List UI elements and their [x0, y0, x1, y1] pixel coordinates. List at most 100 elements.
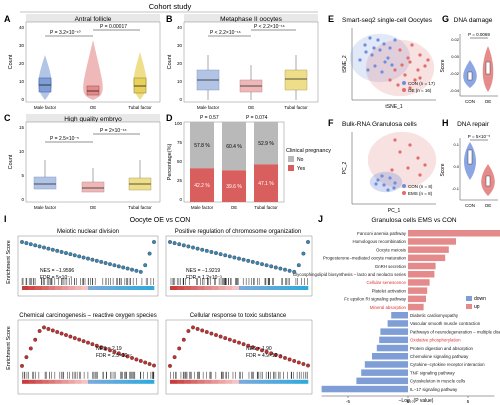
panel-g: G DNA damage Score -0.04 -0.02 0.00 0.02… — [440, 14, 498, 104]
gsea-2-gradient-16 — [280, 286, 287, 290]
j-label-3: Progesterone−mediated oocyte maturation — [323, 256, 407, 261]
gsea-4-point-20 — [214, 333, 218, 337]
d-label-no-1: 60.4 % — [226, 144, 242, 150]
h-tick-0: -0.1 — [452, 186, 460, 191]
gsea-4-point-16 — [205, 330, 209, 334]
e-point-oe-14 — [416, 68, 419, 71]
panel-a-ylabel: Count — [8, 54, 14, 69]
gsea-3-point-30 — [86, 341, 90, 345]
e-point-con-0 — [363, 43, 366, 46]
gsea-2-gradient-17 — [287, 286, 294, 290]
gsea-1-gradient-0 — [22, 286, 29, 290]
gsea-2-gradient-11 — [246, 286, 253, 290]
a-tick-2: 20 — [19, 61, 25, 66]
gsea-2-point-58 — [302, 252, 306, 256]
d-tick-2: 50 — [177, 159, 183, 164]
panel-g-ylabel: Score — [440, 59, 446, 72]
gsea-2-gradient-3 — [191, 286, 198, 290]
gsea-2-point-60 — [306, 240, 310, 244]
panel-j-xlabel: −Log₁₀(P value) — [399, 398, 434, 404]
panel-c-ylabel: Count — [8, 154, 14, 169]
f-point-con-5 — [386, 188, 389, 191]
gsea-4-point-22 — [219, 335, 223, 339]
gsea-2-gradient-12 — [253, 286, 260, 290]
j-label-16: Cytokine−cytokine receptor interaction — [410, 362, 485, 367]
gsea-4-point-52 — [288, 358, 292, 362]
gsea-2-point-52 — [288, 269, 292, 273]
a-cat-2: Tubal factor — [128, 105, 152, 110]
j-bar-7 — [408, 287, 427, 294]
gsea-4-point-26 — [228, 338, 232, 342]
gsea-1-point-40 — [108, 262, 112, 266]
j-legend-up: up — [474, 304, 480, 310]
f-point-ems-0 — [393, 138, 396, 141]
gsea-2-point-42 — [265, 263, 269, 267]
gsea-4-point-54 — [292, 359, 296, 363]
gsea-1-point-58 — [148, 252, 152, 256]
c-tick-2: 10 — [19, 149, 25, 154]
gsea-3-gradient-1 — [29, 380, 36, 384]
gsea-1-gradient-7 — [68, 286, 75, 290]
j-bar-10 — [391, 312, 408, 319]
panel-h-ylabel: Score — [440, 163, 446, 176]
gsea-1-gradient-14 — [114, 286, 121, 290]
e-point-con-15 — [382, 42, 385, 45]
a-pvalue-1: P = 3.2×10⁻¹⁰ — [50, 30, 81, 36]
gsea-1-point-6 — [33, 244, 37, 248]
a-cat-1: OE — [90, 105, 97, 110]
f-legend-con: CON (n = 8) — [408, 184, 433, 189]
a-tick-3: 30 — [19, 43, 25, 48]
j-bar-17 — [361, 369, 408, 376]
gsea-4-point-10 — [191, 326, 195, 330]
j-tick-0: -5 — [346, 399, 350, 404]
gsea-1-point-10 — [42, 246, 46, 250]
d-label-no-2: 52.9 % — [258, 141, 274, 147]
gsea-2-gradient-18 — [294, 286, 301, 290]
gsea-4-gradient-4 — [198, 380, 205, 384]
gsea-1-point-46 — [121, 266, 125, 270]
gsea-3-point-54 — [139, 359, 143, 363]
gsea-1-point-16 — [55, 249, 59, 253]
gsea-1-gradient-10 — [88, 286, 95, 290]
gsea-2-gradient-8 — [225, 286, 232, 290]
gsea-2-point-56 — [297, 263, 301, 267]
e-legend-con: CON (n = 17) — [408, 81, 435, 86]
g-pvalue: P = 0.0069 — [468, 32, 490, 37]
gsea-4-gradient-19 — [301, 380, 308, 384]
j-label-0: Fanconi anemia pathway — [357, 231, 407, 236]
gsea-4-gradient-7 — [218, 380, 225, 384]
gsea-4-point-0 — [168, 364, 172, 368]
gsea-3-gradient-9 — [81, 380, 88, 384]
gsea-2-point-14 — [200, 248, 204, 252]
b-tick-2: 20 — [177, 61, 183, 66]
gsea-4-gradient-13 — [260, 380, 267, 384]
gsea-4-gradient-16 — [280, 380, 287, 384]
gsea-3-point-56 — [143, 361, 147, 365]
gsea-4-gradient-2 — [184, 380, 191, 384]
j-label-12: Pathways of neurodegeneration – multiple… — [410, 329, 500, 334]
gsea-1-gradient-1 — [29, 286, 36, 290]
f-point-ems-4 — [423, 163, 426, 166]
c-tick-3: 15 — [19, 125, 25, 130]
gsea-1-point-52 — [135, 269, 139, 273]
gsea-4-gradient-11 — [246, 380, 253, 384]
i-ylabel-bottom: Enrichment Score — [6, 326, 12, 370]
gsea-3-point-52 — [135, 358, 139, 362]
gsea-3-point-28 — [82, 339, 86, 343]
gsea-4-gradient-17 — [287, 380, 294, 384]
d-label-no-0: 57.8 % — [194, 143, 210, 149]
h-cat-1: OE — [485, 203, 492, 208]
gsea-3-gradient-14 — [114, 380, 121, 384]
j-bar-9 — [408, 304, 424, 311]
gsea-2-point-44 — [269, 265, 273, 269]
gsea-2-point-8 — [187, 245, 191, 249]
e-point-oe-11 — [388, 78, 391, 81]
j-bar-15 — [372, 353, 408, 360]
j-label-18: Cytoskeleton in muscle cells — [410, 379, 466, 384]
gsea-4-point-8 — [187, 329, 191, 333]
e-point-oe-5 — [393, 68, 396, 71]
gsea-1-point-48 — [126, 267, 130, 271]
e-point-oe-8 — [396, 83, 399, 86]
gsea-2-point-40 — [260, 262, 264, 266]
gsea-3-title: Chemical carcinogenesis – reactive oxyge… — [19, 313, 156, 319]
